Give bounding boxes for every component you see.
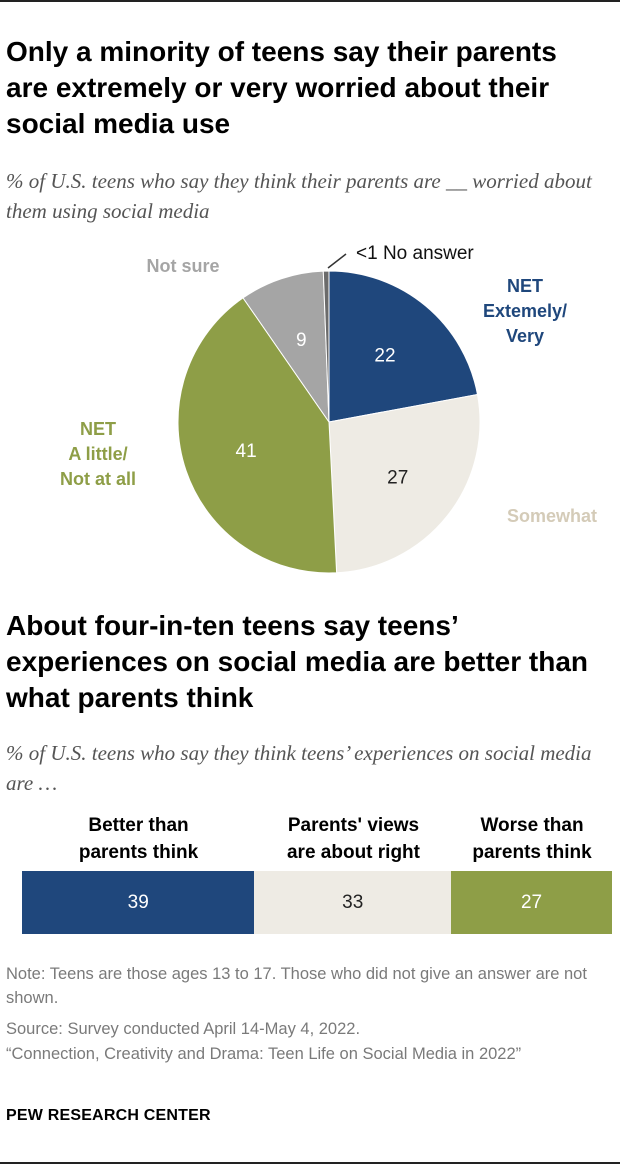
label-line: Extemely/ [482, 301, 568, 321]
bottom-rule [0, 1162, 620, 1164]
label-line: Very [505, 326, 545, 346]
footer-brand: PEW RESEARCH CENTER [6, 1107, 211, 1124]
bar-value-label: 39 [127, 892, 149, 913]
header-line: Worse than [480, 815, 584, 836]
label-line: NET [80, 419, 116, 439]
pie-value-label: 41 [236, 441, 257, 462]
header-line: parents think [472, 842, 592, 863]
bar-header-worse: Worse than parents think [452, 812, 612, 866]
bar-value-label: 27 [520, 892, 543, 913]
pie-value-label: 27 [387, 467, 408, 488]
pie-slice [328, 270, 479, 423]
pie-slice [328, 393, 481, 574]
label-line: A little/ [68, 444, 128, 464]
label-line: Somewhat [506, 506, 598, 526]
header-line: Better than [88, 815, 189, 836]
bar-segment [22, 871, 255, 934]
bar-segment [254, 871, 452, 934]
pie-label-no-answer: <1 No answer [356, 243, 474, 264]
header-line: are about right [286, 842, 420, 863]
pie-slice [242, 270, 330, 424]
bar-value-label: 33 [342, 892, 364, 913]
pie-slice [322, 270, 330, 423]
top-rule [0, 0, 620, 2]
header-line: parents think [78, 842, 199, 863]
chart1-title: Only a minority of teens say their paren… [6, 36, 557, 139]
header-line: Parents' views [287, 815, 420, 836]
pie-label-net-extremely: NET Extemely/ Very [460, 274, 590, 349]
bar-header-better: Better than parents think [22, 812, 255, 866]
chart1-subtitle: % of U.S. teens who say they think their… [6, 169, 592, 223]
pie-chart: 22 27 41 9 [177, 253, 481, 574]
label-line: Not at all [59, 469, 136, 489]
pie-value-label: 9 [296, 330, 307, 351]
chart2-subtitle: % of U.S. teens who say they think teens… [6, 741, 592, 795]
bar-header-about-right: Parents' views are about right [255, 812, 452, 866]
pie-label-not-sure: Not sure [118, 254, 248, 279]
note-text: Note: Teens are those ages 13 to 17. Tho… [6, 965, 587, 1007]
source-text: Source: Survey conducted April 14-May 4,… [6, 1020, 361, 1038]
chart2-title: About four-in-ten teens say teens’ exper… [6, 610, 589, 713]
no-answer-leader-line [327, 253, 347, 269]
label-line: Not sure [146, 256, 220, 276]
bar-segment [451, 871, 612, 934]
pie-label-net-little: NET A little/ Not at all [33, 417, 163, 492]
pie-value-label: 22 [374, 346, 395, 367]
pie-label-somewhat: Somewhat [487, 504, 617, 529]
label-line: NET [507, 276, 543, 296]
pie-slice [177, 297, 338, 574]
report-text: “Connection, Creativity and Drama: Teen … [6, 1045, 522, 1063]
